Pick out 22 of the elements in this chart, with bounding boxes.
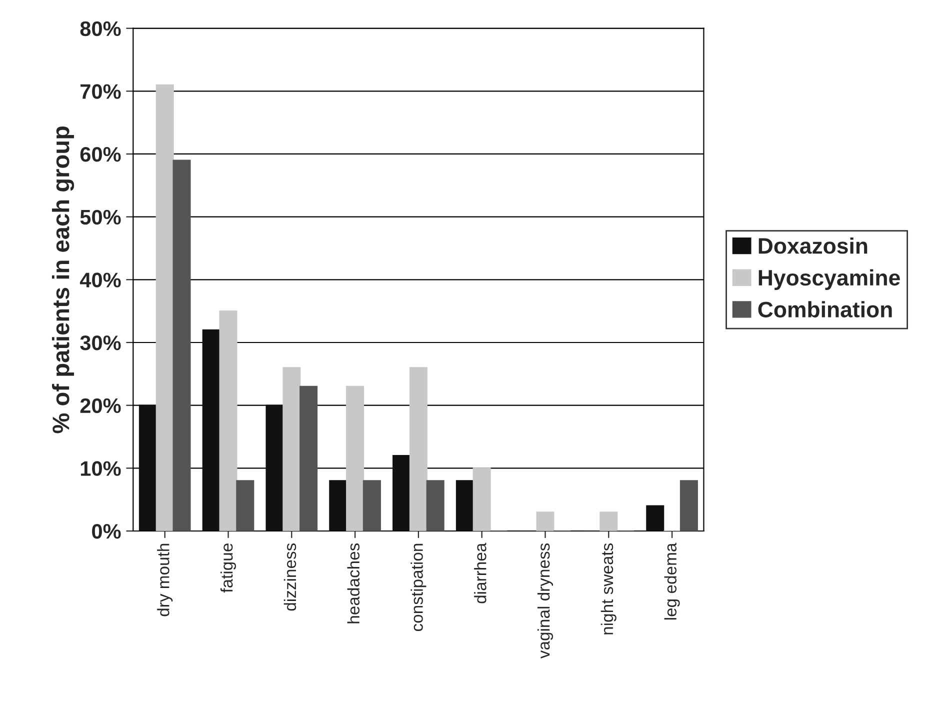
x-tick-label: constipation — [410, 544, 426, 632]
x-tick-label: diarrhea — [474, 542, 486, 604]
x-tick-label: night sweats — [600, 543, 616, 634]
y-tick-label: 0% — [92, 524, 121, 539]
x-tick-label: dizziness — [284, 543, 296, 611]
y-tick-label: 30% — [80, 335, 121, 350]
x-tick-label: leg edema — [664, 542, 680, 620]
x-tick-label: vaginal dryness — [537, 543, 554, 659]
x-tick-label: dry mouth — [157, 544, 173, 616]
y-tick-label: 70% — [80, 84, 121, 99]
y-axis-title: % of patients in each group — [52, 126, 74, 434]
y-tick-label: 60% — [80, 146, 121, 162]
y-tick-label: 10% — [80, 461, 121, 476]
legend-label: Doxazosin — [758, 237, 868, 254]
legend-label: Combination — [758, 301, 892, 318]
y-tick-label: 20% — [80, 398, 121, 414]
y-tick-label: 40% — [80, 272, 121, 288]
y-tick-label: 80% — [80, 21, 121, 36]
x-tick-label: headaches — [347, 543, 360, 624]
x-tick-label: fatigue — [220, 544, 236, 593]
legend-label: Hyoscyamine — [758, 269, 900, 290]
y-tick-label: 50% — [80, 210, 121, 225]
